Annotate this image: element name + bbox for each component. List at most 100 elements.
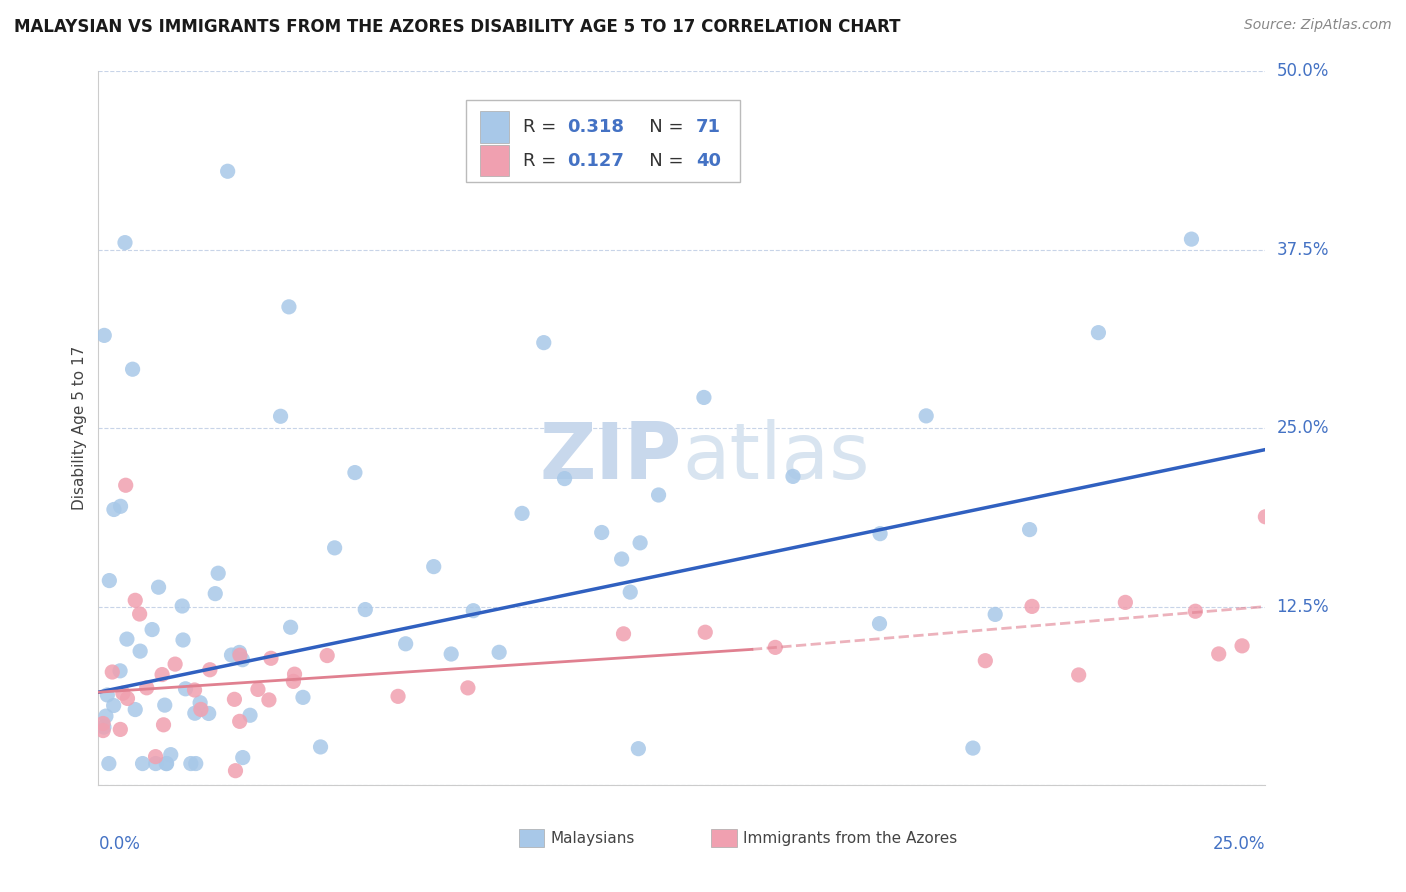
Point: [316, 648, 339, 663]
Point: [395, 637, 418, 651]
Point: [98, 574, 121, 588]
Point: [277, 300, 299, 314]
Point: [114, 235, 136, 250]
Text: atlas: atlas: [682, 418, 869, 495]
Point: [155, 756, 177, 771]
Text: R =: R =: [523, 152, 562, 169]
Text: N =: N =: [631, 118, 689, 136]
Y-axis label: Disability Age 5 to 17: Disability Age 5 to 17: [72, 346, 87, 510]
Point: [184, 756, 207, 771]
Point: [1230, 639, 1253, 653]
Point: [627, 741, 650, 756]
Point: [260, 651, 283, 665]
Point: [224, 764, 246, 778]
Point: [283, 667, 305, 681]
Point: [217, 164, 239, 178]
Point: [174, 681, 197, 696]
Text: Immigrants from the Azores: Immigrants from the Azores: [742, 831, 957, 846]
Point: [984, 607, 1007, 622]
Point: [97, 756, 120, 771]
Point: [610, 552, 633, 566]
Point: [647, 488, 669, 502]
Point: [1184, 604, 1206, 618]
Point: [291, 690, 314, 705]
Point: [440, 647, 463, 661]
Point: [124, 702, 146, 716]
Point: [111, 686, 134, 700]
Point: [763, 640, 786, 655]
Point: [1018, 523, 1040, 537]
Point: [915, 409, 938, 423]
Text: R =: R =: [523, 118, 562, 136]
Text: 0.318: 0.318: [568, 118, 624, 136]
Point: [1067, 668, 1090, 682]
Point: [1114, 595, 1136, 609]
Point: [695, 625, 717, 640]
Point: [869, 616, 891, 631]
Text: Malaysians: Malaysians: [550, 831, 634, 846]
Point: [131, 756, 153, 771]
Point: [422, 559, 444, 574]
Point: [231, 653, 253, 667]
FancyBboxPatch shape: [465, 100, 741, 182]
Point: [198, 663, 221, 677]
Point: [283, 674, 305, 689]
Text: 0.0%: 0.0%: [98, 835, 141, 853]
Point: [150, 667, 173, 681]
Point: [129, 644, 152, 658]
Point: [148, 580, 170, 594]
Point: [1021, 599, 1043, 614]
Point: [229, 648, 252, 663]
Point: [463, 604, 485, 618]
Point: [94, 709, 117, 723]
Point: [197, 706, 219, 721]
Point: [117, 691, 139, 706]
Point: [693, 391, 716, 405]
Point: [962, 741, 984, 756]
Point: [510, 507, 533, 521]
Point: [239, 708, 262, 723]
Point: [1180, 232, 1202, 246]
Point: [270, 409, 292, 424]
Point: [145, 756, 167, 771]
Point: [172, 632, 194, 647]
Point: [183, 683, 205, 698]
Point: [188, 696, 211, 710]
Point: [387, 690, 409, 704]
Point: [128, 607, 150, 621]
Text: ZIP: ZIP: [540, 418, 682, 495]
Text: MALAYSIAN VS IMMIGRANTS FROM THE AZORES DISABILITY AGE 5 TO 17 CORRELATION CHART: MALAYSIAN VS IMMIGRANTS FROM THE AZORES …: [14, 18, 901, 36]
Point: [114, 478, 136, 492]
Point: [165, 657, 187, 672]
Point: [172, 599, 194, 613]
Point: [101, 665, 124, 679]
Point: [145, 749, 167, 764]
Point: [103, 698, 125, 713]
Point: [96, 688, 118, 702]
Point: [1254, 509, 1277, 524]
Point: [115, 632, 138, 646]
Point: [228, 714, 250, 729]
Text: 40: 40: [696, 152, 721, 169]
Point: [612, 627, 634, 641]
Point: [323, 541, 346, 555]
Point: [246, 682, 269, 697]
Text: 71: 71: [696, 118, 721, 136]
FancyBboxPatch shape: [711, 830, 737, 847]
Point: [343, 466, 366, 480]
Point: [93, 720, 115, 734]
Point: [974, 654, 997, 668]
Text: 12.5%: 12.5%: [1277, 598, 1329, 615]
Point: [554, 472, 576, 486]
Text: N =: N =: [631, 152, 689, 169]
FancyBboxPatch shape: [479, 112, 509, 143]
Point: [155, 756, 177, 771]
Point: [110, 723, 132, 737]
Point: [354, 602, 377, 616]
Point: [152, 718, 174, 732]
Point: [184, 706, 207, 721]
Point: [228, 645, 250, 659]
Point: [869, 526, 891, 541]
Text: 50.0%: 50.0%: [1277, 62, 1329, 80]
Point: [224, 692, 246, 706]
